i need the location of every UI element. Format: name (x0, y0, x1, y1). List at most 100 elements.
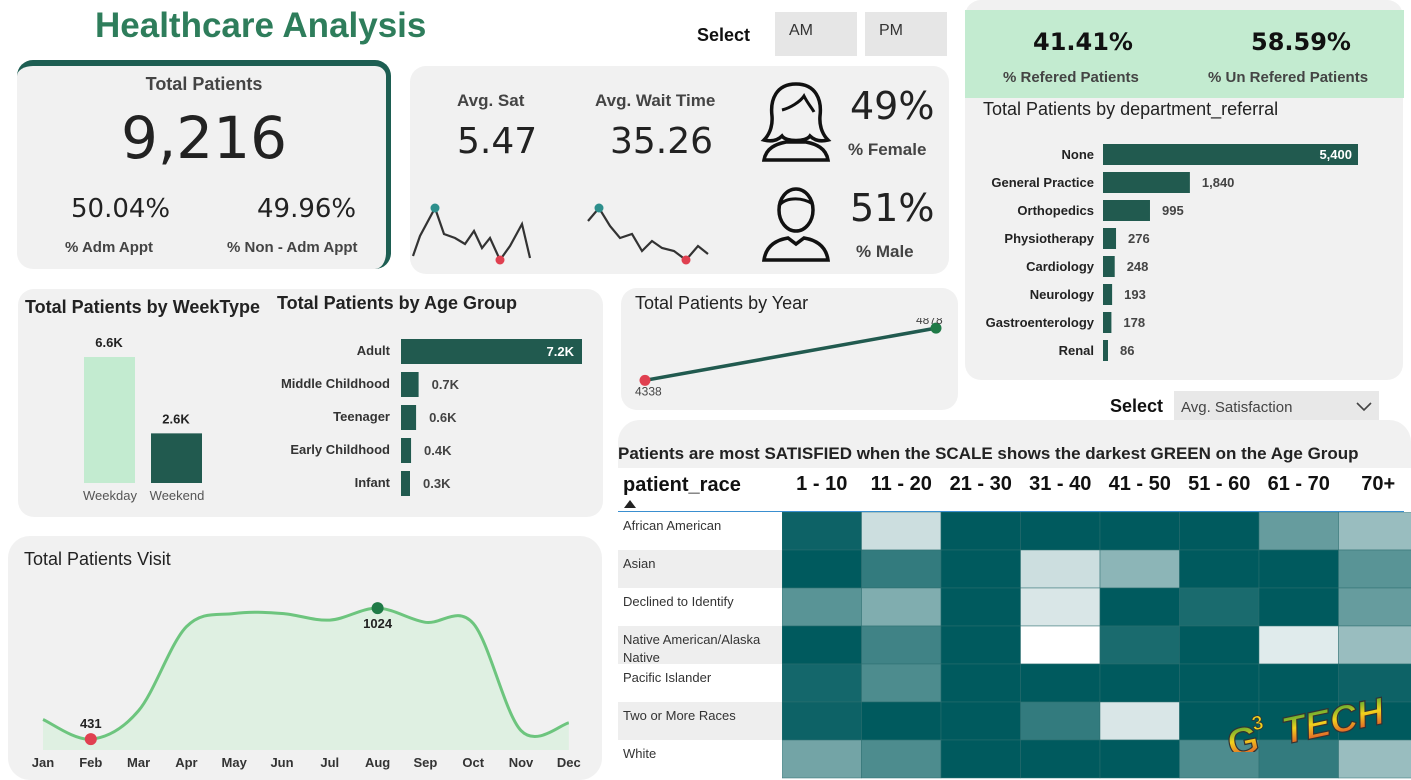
kpi-card: Avg. Sat 5.47 Avg. Wait Time 35.26 49% %… (410, 66, 949, 274)
dept-category-label: Neurology (1030, 287, 1095, 302)
visit-month-label: Jun (270, 755, 293, 770)
heatmap-cell[interactable] (1179, 625, 1260, 665)
year-min-marker[interactable] (639, 374, 651, 386)
age-value-label: 0.4K (424, 443, 452, 458)
heatmap-cell[interactable] (782, 587, 862, 627)
heatmap-cell[interactable] (940, 512, 1021, 551)
dept-bar[interactable] (1103, 228, 1117, 249)
heatmap-cell[interactable] (1020, 701, 1101, 741)
heatmap-cell[interactable] (1258, 549, 1339, 589)
visit-month-label: Dec (557, 755, 581, 770)
heatmap-cell[interactable] (861, 739, 942, 779)
heatmap-cell[interactable] (1099, 663, 1180, 703)
heatmap-cell[interactable] (1338, 701, 1411, 741)
heatmap-cell[interactable] (861, 701, 942, 741)
heatmap-cell[interactable] (1258, 587, 1339, 627)
chevron-down-icon (1356, 402, 1372, 412)
heatmap-column-header[interactable]: 11 - 20 (870, 473, 932, 495)
year-max-marker[interactable] (930, 322, 942, 334)
dept-bar[interactable] (1103, 172, 1190, 193)
adm-appt-value: 50.04% (71, 194, 171, 224)
heatmap-column-header[interactable]: 61 - 70 (1267, 473, 1330, 495)
heatmap-cell[interactable] (940, 701, 1021, 741)
dept-bar[interactable] (1103, 340, 1108, 361)
visit-month-label: May (222, 755, 248, 770)
heatmap-cell[interactable] (782, 739, 862, 779)
weektype-bar[interactable] (84, 357, 135, 483)
heatmap-cell[interactable] (861, 549, 942, 589)
age-bar[interactable] (401, 438, 412, 463)
heatmap-cell[interactable] (1020, 663, 1101, 703)
heatmap-matrix: patient_race 1 - 10 11 - 20 21 - 30 31 - 40… (618, 468, 1411, 780)
dept-bar[interactable] (1103, 312, 1112, 333)
heatmap-cell[interactable] (1338, 512, 1411, 551)
heatmap-column-header[interactable]: 51 - 60 (1188, 473, 1251, 495)
heatmap-cell[interactable] (1099, 587, 1180, 627)
heatmap-cell[interactable] (1179, 663, 1260, 703)
heatmap-cell[interactable] (1020, 739, 1101, 779)
heatmap-column-header[interactable]: 1 - 10 (796, 473, 848, 495)
heatmap-cell[interactable] (1099, 739, 1180, 779)
heatmap-column-header[interactable]: 41 - 50 (1108, 473, 1171, 495)
heatmap-cell[interactable] (1099, 701, 1180, 741)
visit-max-marker[interactable] (371, 602, 384, 615)
heatmap-cell[interactable] (861, 663, 942, 703)
heatmap-cell[interactable] (1179, 587, 1260, 627)
heatmap-cell[interactable] (782, 549, 862, 589)
heatmap-cell[interactable] (1099, 512, 1180, 551)
heatmap-cell[interactable] (1338, 739, 1411, 779)
refered-pct-label: % Refered Patients (1003, 69, 1139, 86)
heatmap-cell[interactable] (782, 701, 862, 741)
heatmap-cell[interactable] (1258, 625, 1339, 665)
heatmap-cell[interactable] (940, 739, 1021, 779)
am-button[interactable]: AM (775, 12, 857, 56)
heatmap-column-header[interactable]: 21 - 30 (949, 473, 1012, 495)
heatmap-column-header[interactable]: 70+ (1361, 473, 1396, 495)
heatmap-cell[interactable] (1179, 701, 1260, 741)
heatmap-cell[interactable] (940, 625, 1021, 665)
age-bar[interactable] (401, 471, 410, 496)
heatmap-cell[interactable] (1258, 663, 1339, 703)
metric-dropdown[interactable]: Avg. Satisfaction (1174, 391, 1379, 423)
heatmap-cell[interactable] (1258, 701, 1339, 741)
male-pct-label: % Male (856, 242, 914, 261)
age-bar[interactable] (401, 339, 582, 364)
heatmap-cell[interactable] (1099, 625, 1180, 665)
heatmap-cell[interactable] (782, 512, 862, 551)
dept-bar[interactable] (1103, 256, 1115, 277)
heatmap-cell[interactable] (940, 549, 1021, 589)
heatmap-cell[interactable] (861, 587, 942, 627)
heatmap-card: Patients are most SATISFIED when the SCA… (618, 420, 1411, 780)
heatmap-cell[interactable] (940, 587, 1021, 627)
heatmap-row-header[interactable]: patient_race (623, 474, 741, 496)
heatmap-cell[interactable] (1338, 587, 1411, 627)
heatmap-cell[interactable] (1099, 549, 1180, 589)
heatmap-cell[interactable] (1179, 739, 1260, 779)
heatmap-cell[interactable] (1020, 625, 1101, 665)
sort-ascending-icon[interactable] (624, 500, 636, 508)
visit-min-marker[interactable] (84, 733, 97, 746)
heatmap-cell[interactable] (1179, 512, 1260, 551)
age-bar[interactable] (401, 405, 417, 430)
heatmap-cell[interactable] (782, 625, 862, 665)
heatmap-column-header[interactable]: 31 - 40 (1029, 473, 1092, 495)
avg-sat-sparkline (411, 205, 532, 263)
heatmap-cell[interactable] (1179, 549, 1260, 589)
heatmap-cell[interactable] (1020, 512, 1101, 551)
heatmap-cell[interactable] (1020, 549, 1101, 589)
heatmap-cell[interactable] (861, 625, 942, 665)
weektype-age-card: Total Patients by WeekType 6.6K Weekday 2.… (18, 289, 603, 517)
dept-bar[interactable] (1103, 200, 1150, 221)
heatmap-cell[interactable] (782, 663, 862, 703)
heatmap-cell[interactable] (1338, 549, 1411, 589)
pm-button[interactable]: PM (865, 12, 947, 56)
age-bar[interactable] (401, 372, 419, 397)
dept-bar[interactable] (1103, 284, 1113, 305)
weektype-bar[interactable] (151, 433, 202, 483)
heatmap-cell[interactable] (861, 512, 942, 551)
heatmap-cell[interactable] (940, 663, 1021, 703)
dept-bar[interactable] (1103, 144, 1358, 165)
heatmap-cell[interactable] (1020, 587, 1101, 627)
heatmap-cell[interactable] (1338, 625, 1411, 665)
heatmap-cell[interactable] (1258, 512, 1339, 551)
